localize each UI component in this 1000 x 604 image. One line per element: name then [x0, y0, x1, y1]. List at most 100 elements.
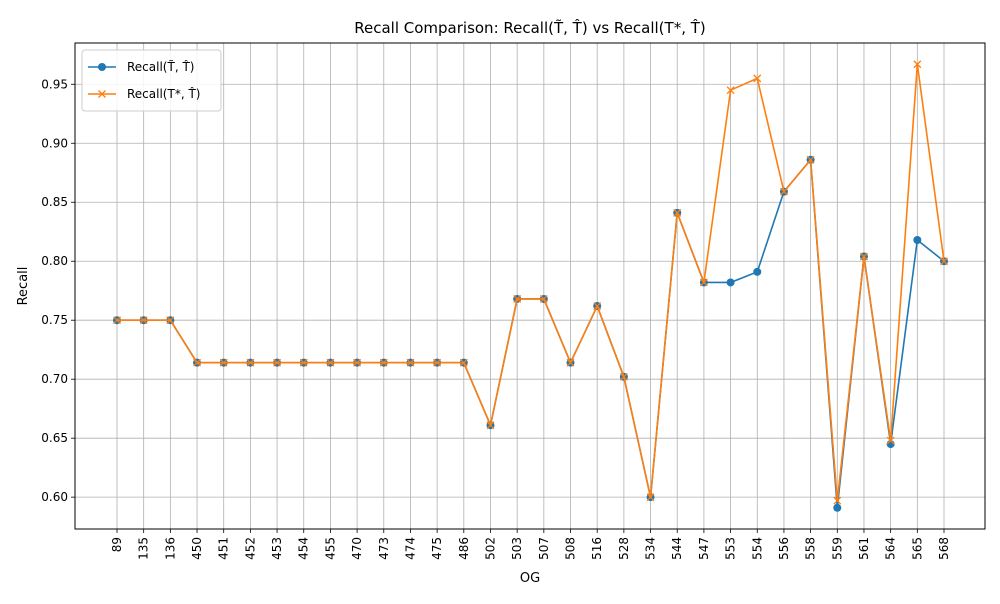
x-tick-label: 450: [190, 537, 204, 560]
x-tick-label: 507: [537, 537, 551, 560]
x-marker-stroke: [433, 358, 442, 367]
x-marker-stroke: [779, 187, 788, 196]
x-tick-label: 503: [510, 537, 524, 560]
legend-marker-1: [98, 63, 106, 71]
legend-label-2: Recall(T*, T̂): [127, 87, 200, 101]
legend-marker-2: [98, 90, 106, 98]
y-tick-label: 0.95: [41, 77, 68, 91]
y-tick-label: 0.90: [41, 136, 68, 150]
x-tick-label: 516: [590, 537, 604, 560]
x-marker-stroke: [913, 60, 922, 69]
x-tick-label: 564: [884, 537, 898, 560]
x-marker-stroke: [98, 90, 106, 98]
x-marker-stroke: [646, 493, 655, 502]
series-1-point: [753, 267, 762, 276]
x-marker-stroke: [806, 155, 815, 164]
series-2-point: [326, 358, 335, 367]
x-tick-label: 473: [377, 537, 391, 560]
series-2-point: [886, 436, 895, 445]
x-tick-label: 544: [670, 537, 684, 560]
series-2-point: [806, 155, 815, 164]
x-tick-label: 89: [110, 537, 124, 552]
x-marker-stroke: [353, 358, 362, 367]
x-marker-stroke: [219, 358, 228, 367]
series-2-point: [646, 493, 655, 502]
series-2-point: [726, 86, 735, 95]
series-1-line: [117, 158, 945, 509]
x-tick-label: 136: [163, 537, 177, 560]
x-marker-stroke: [379, 358, 388, 367]
x-tick-label: 553: [724, 537, 738, 560]
x-tick-label: 547: [697, 537, 711, 560]
x-tick-label: 565: [910, 537, 924, 560]
x-tick-label: 475: [430, 537, 444, 560]
series-2-line: [117, 63, 945, 502]
series-2-point: [860, 252, 868, 261]
x-tick-label: 474: [403, 537, 417, 560]
series-layer: [113, 60, 948, 512]
series-2-point: [619, 372, 628, 381]
x-marker-stroke: [273, 358, 282, 367]
x-marker-stroke: [166, 316, 175, 325]
y-tick-label: 0.60: [41, 490, 68, 504]
x-marker-stroke: [753, 74, 762, 83]
series-1-point: [726, 278, 735, 287]
x-tick-label: 486: [457, 537, 471, 560]
legend-box: [81, 49, 222, 112]
x-marker-stroke: [459, 358, 468, 367]
x-marker-stroke: [566, 358, 575, 367]
x-tick-label: 528: [617, 537, 631, 560]
x-marker-stroke: [833, 496, 842, 505]
x-marker-stroke: [406, 358, 415, 367]
x-marker-stroke: [139, 316, 148, 325]
series-2-point: [379, 358, 388, 367]
x-tick-label: 452: [243, 537, 257, 560]
series-2-point: [699, 278, 708, 287]
series-2-point: [513, 295, 522, 303]
x-marker-stroke: [193, 358, 201, 367]
x-tick-label: 508: [564, 537, 578, 560]
x-marker-stroke: [673, 208, 682, 217]
x-marker-stroke: [246, 358, 255, 367]
series-2-point: [299, 358, 308, 367]
series-2-point: [913, 60, 922, 69]
x-tick-label: 451: [217, 537, 231, 560]
x-tick-label: 561: [857, 537, 871, 560]
x-marker-stroke: [619, 372, 628, 381]
x-marker-stroke: [886, 436, 895, 445]
y-tick-label: 0.75: [41, 313, 68, 327]
series-2-point: [833, 496, 842, 505]
y-axis-label: Recall: [16, 267, 31, 306]
x-axis-label: OG: [520, 571, 540, 586]
series-2-point: [566, 358, 575, 367]
series-2-point: [406, 358, 415, 367]
y-tick-label: 0.80: [41, 254, 68, 268]
series-2-point: [753, 74, 762, 83]
legend: Recall(T̃, T̂) Recall(T*, T̂): [81, 49, 222, 112]
series-1-point: [833, 503, 842, 512]
series-2-point: [539, 295, 548, 303]
x-marker-stroke: [940, 257, 948, 266]
legend-label-1: Recall(T̃, T̂): [127, 60, 194, 74]
x-tick-label: 558: [804, 537, 818, 560]
series-1-point: [913, 235, 922, 244]
x-marker-stroke: [860, 252, 868, 261]
x-marker-stroke: [299, 358, 308, 367]
series-2-point: [219, 358, 228, 367]
x-tick-label: 502: [483, 537, 497, 560]
tick-layer: 89 135 136 450 451 452 453 454 455 470 473 474 475 48…: [41, 77, 951, 560]
y-tick-label: 0.85: [41, 195, 68, 209]
series-2-point: [459, 358, 468, 367]
y-tick-label: 0.65: [41, 431, 68, 445]
x-marker-stroke: [486, 421, 495, 430]
series-2-point: [353, 358, 362, 367]
x-tick-label: 455: [323, 537, 337, 560]
series-2-point: [273, 358, 282, 367]
x-marker-stroke: [326, 358, 335, 367]
x-tick-label: 135: [137, 537, 151, 560]
series-2-point: [139, 316, 148, 325]
grid-layer: [75, 43, 985, 529]
series-2-point: [246, 358, 255, 367]
